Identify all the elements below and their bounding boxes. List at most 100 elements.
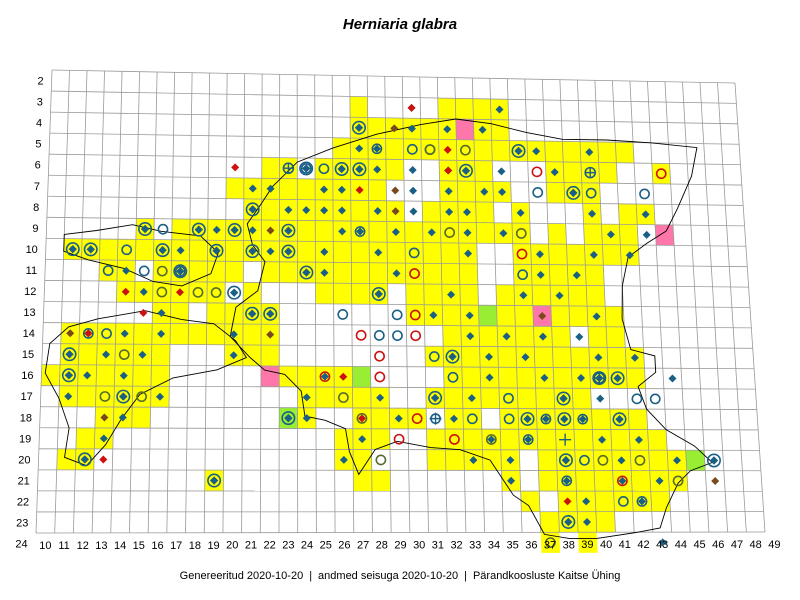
occupied-cell: [594, 470, 614, 492]
column-label: 29: [394, 540, 406, 552]
record-ring-blue: [352, 120, 367, 135]
record-diamond-blue: [429, 311, 438, 320]
record-ring-blue: [281, 411, 296, 426]
record-ring-blue: [281, 244, 296, 259]
record-diamond-blue: [541, 415, 550, 424]
occupied-cell: [618, 203, 638, 225]
record-diamond-blue: [83, 371, 92, 380]
record-diamond-blue: [592, 312, 601, 321]
record-ring-blue: [173, 264, 188, 279]
column-label: 23: [282, 540, 294, 552]
record-circle-blue: [447, 371, 459, 383]
column-label: 46: [712, 539, 724, 551]
occupied-cell: [206, 302, 226, 324]
grid-lines-layer: [35, 69, 766, 534]
occupied-cell: [297, 241, 316, 263]
record-circle-blue: [561, 475, 573, 487]
record-diamond-blue: [495, 105, 504, 114]
record-diamond-blue: [320, 268, 329, 277]
occupied-cell: [598, 162, 618, 184]
record-diamond-red: [357, 414, 366, 423]
row-label: 7: [34, 181, 40, 193]
occupied-cell: [570, 347, 590, 368]
highlight-cell-green: [685, 450, 706, 471]
row-label: 14: [23, 328, 35, 340]
record-diamond-blue: [376, 393, 385, 402]
record-diamond-blue: [64, 371, 74, 380]
record-circle-blue: [138, 265, 150, 277]
record-ring-blue: [612, 412, 627, 427]
occupied-cell: [574, 449, 595, 471]
record-diamond-blue: [212, 225, 221, 234]
record-diamond-blue: [564, 517, 573, 527]
occupied-cell: [152, 281, 172, 303]
occupied-cell: [591, 408, 611, 430]
occupied-cell: [369, 262, 388, 284]
record-ring-blue: [706, 453, 721, 468]
occupied-cell: [551, 326, 571, 348]
record-circle-blue: [373, 330, 385, 341]
record-diamond-red: [231, 163, 240, 172]
record-diamond-red: [139, 308, 148, 317]
occupied-cell: [420, 139, 440, 161]
record-diamond-blue: [642, 230, 651, 239]
footer-publisher: Pärandkoosluste Kaitse Ühing: [472, 570, 621, 582]
occupied-cell: [461, 346, 481, 368]
record-circle-olive: [634, 454, 646, 466]
record-diamond-blue: [229, 288, 239, 297]
record-diamond-blue: [588, 209, 597, 218]
record-diamond-blue: [248, 226, 257, 235]
record-diamond-blue: [521, 353, 530, 362]
record-diamond-red: [339, 372, 348, 381]
column-label: 19: [207, 540, 219, 552]
record-circle-red: [409, 309, 421, 321]
record-diamond-brown: [66, 329, 75, 338]
record-cross-blue: [559, 433, 572, 446]
record-ring-blue: [428, 390, 443, 405]
occupied-cell: [499, 387, 518, 409]
record-diamond-blue: [668, 374, 677, 383]
record-diamond-brown: [391, 207, 400, 216]
occupied-cell: [568, 285, 588, 307]
occupied-cell: [99, 238, 118, 261]
record-diamond-blue: [337, 164, 346, 174]
record-diamond-blue: [637, 497, 646, 506]
record-circle-blue: [337, 309, 349, 320]
record-diamond-blue: [480, 187, 489, 196]
record-ring-blue: [281, 223, 296, 238]
column-label: 47: [731, 539, 743, 551]
occupied-cell: [422, 201, 441, 223]
occupied-cell: [261, 157, 280, 179]
occupied-cell: [170, 323, 189, 345]
record-ring-blue: [263, 306, 278, 321]
occupied-cell: [315, 220, 334, 242]
occupied-cell: [512, 223, 531, 244]
occupied-cell: [170, 302, 189, 324]
record-diamond-blue: [598, 435, 607, 444]
record-diamond-blue: [577, 374, 586, 383]
record-diamond-blue: [86, 245, 95, 254]
column-label: 34: [488, 539, 500, 551]
record-ring-blue: [352, 162, 367, 177]
record-circle-red: [374, 350, 385, 362]
record-diamond-blue: [229, 351, 238, 360]
occupied-cell: [422, 242, 442, 264]
column-label: 38: [563, 539, 575, 551]
record-diamond-blue: [487, 435, 496, 444]
row-label: 20: [18, 454, 30, 466]
record-circle-blue: [408, 247, 420, 259]
occupied-cell: [189, 239, 208, 262]
occupied-cell: [442, 304, 461, 326]
record-ring-blue: [511, 143, 526, 158]
record-ring-blue: [556, 391, 571, 406]
highlight-cell-pink: [655, 224, 675, 246]
record-ring-blue: [155, 243, 170, 258]
occupied-cell: [117, 239, 136, 261]
record-diamond-red: [99, 455, 108, 464]
row-label: 16: [21, 370, 33, 382]
occupied-cell: [95, 385, 115, 408]
occupied-cell: [98, 259, 118, 282]
grid-line-horizontal: [38, 448, 760, 451]
record-diamond-blue: [499, 229, 508, 238]
